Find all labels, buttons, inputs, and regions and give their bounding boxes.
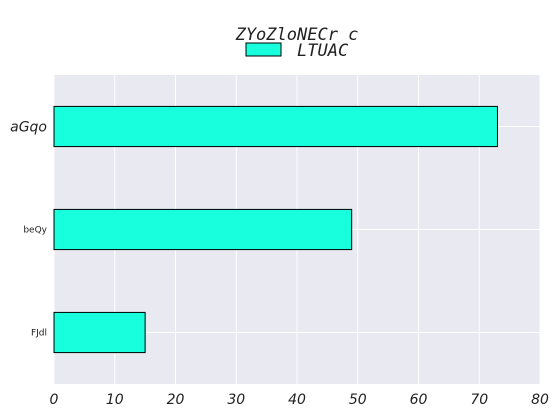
bar-beQy [53,208,353,251]
legend-swatch [245,42,282,57]
x-tick-label: 60 [410,392,428,408]
x-tick-label: 50 [349,392,367,408]
legend-label: LTUAC [297,41,349,61]
chart-title: ZYoZloNECr c [235,25,359,45]
bar-FJdl [53,311,146,354]
y-tick-labels: aGqo beQy FJdl [10,120,48,339]
x-tick-labels: 0 10 20 30 40 50 60 70 80 [50,392,549,408]
y-tick-label: aGqo [10,120,47,136]
bar-aGqo [53,105,498,148]
x-tick-label: 10 [106,392,124,408]
x-tick-label: 40 [288,392,306,408]
y-tick-label: beQy [23,226,47,236]
x-tick-label: 70 [470,392,488,408]
y-tick-label: FJdl [31,329,47,339]
x-tick-label: 80 [531,392,549,408]
legend: LTUAC [245,41,349,61]
x-tick-label: 0 [50,392,59,408]
x-tick-label: 30 [227,392,245,408]
bars [53,105,498,354]
x-tick-label: 20 [167,392,185,408]
